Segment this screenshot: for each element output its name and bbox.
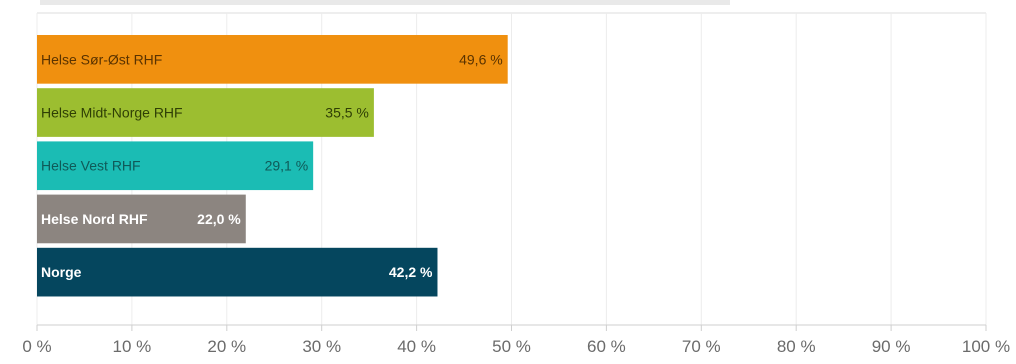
x-tick-label: 40 % [397, 337, 436, 356]
x-tick-label: 70 % [682, 337, 721, 356]
cropped-title-remnant [40, 0, 730, 5]
x-tick-label: 50 % [492, 337, 531, 356]
bar [37, 88, 374, 137]
x-tick-label: 90 % [872, 337, 911, 356]
x-tick-label: 60 % [587, 337, 626, 356]
bar-category-label: Helse Vest RHF [41, 158, 141, 174]
bar [37, 141, 314, 191]
bar-category-label: Helse Sør-Øst RHF [41, 51, 162, 67]
x-tick-label: 100 % [962, 337, 1010, 356]
x-tick-label: 10 % [113, 337, 152, 356]
bar-value-label: 42,2 % [389, 264, 433, 280]
bars-group: Helse Sør-Øst RHF 49,6 % Helse Midt-Norge … [37, 35, 508, 297]
bar-value-label: 29,1 % [265, 158, 309, 174]
bar-category-label: Helse Midt-Norge RHF [41, 105, 183, 121]
bar [37, 247, 438, 297]
x-tick-label: 0 % [22, 337, 51, 356]
x-tick-label: 30 % [302, 337, 341, 356]
bar-value-label: 49,6 % [459, 51, 503, 67]
bar [37, 194, 246, 244]
bar-value-label: 22,0 % [197, 211, 241, 227]
bar [37, 35, 508, 84]
bar-category-label: Norge [41, 264, 82, 280]
x-tick-label: 80 % [777, 337, 816, 356]
bar-value-label: 35,5 % [325, 105, 369, 121]
x-tick-label: 20 % [207, 337, 246, 356]
bar-category-label: Helse Nord RHF [41, 211, 148, 227]
x-axis-ticks: 0 % 10 % 20 % 30 % 40 % 50 % 60 % 70 % 80 % 90 % 1… [22, 325, 1010, 356]
